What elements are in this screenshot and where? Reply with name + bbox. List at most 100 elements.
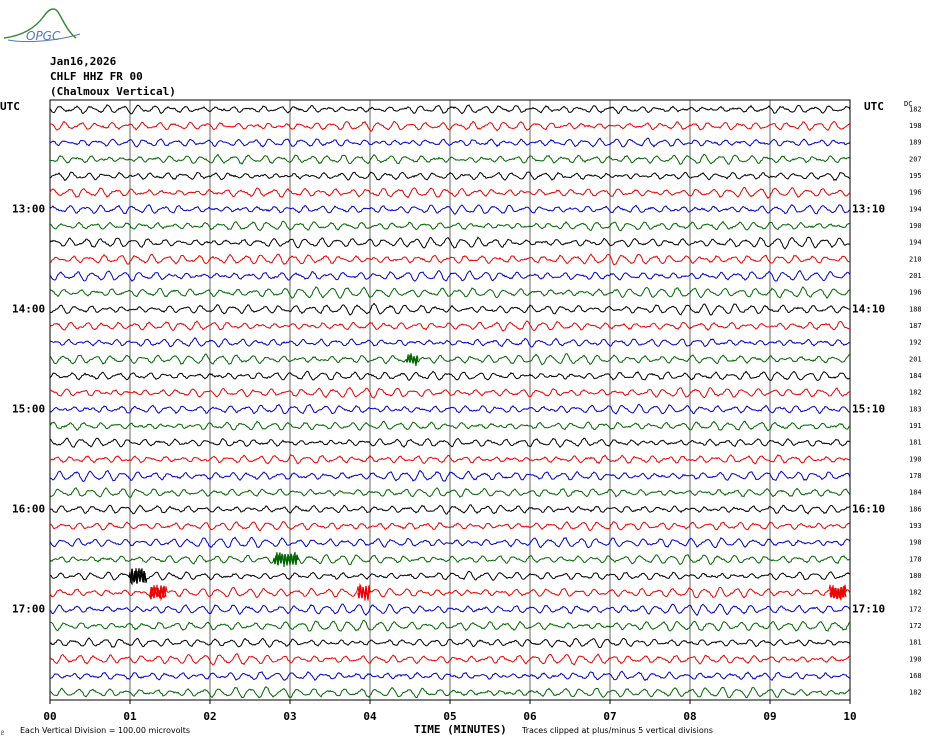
trace-row-19 <box>49 420 851 432</box>
opgc-logo: OPGC <box>3 8 81 43</box>
right-hour-label: 13:10 <box>852 202 885 215</box>
seismic-event-28-0 <box>129 568 147 584</box>
right-hour-label: 16:10 <box>852 502 885 515</box>
trace-row-30 <box>49 603 851 617</box>
trace-row-15 <box>49 353 851 367</box>
trace-row-1 <box>49 120 851 132</box>
dc-offset-label: 210 <box>909 255 922 263</box>
trace-row-7 <box>49 220 851 232</box>
chart-location: (Chalmoux Vertical) <box>50 85 176 98</box>
right-hour-labels: 13:10 14:10 15:10 16:10 17:10 <box>852 202 885 615</box>
seismic-event-15-0 <box>405 354 419 364</box>
dc-offset-label: 201 <box>909 272 922 280</box>
dc-offset-label: 194 <box>909 239 922 247</box>
trace-row-3 <box>49 153 851 165</box>
vertical-scale-note: Each Vertical Division = 100.00 microvol… <box>20 726 190 735</box>
dc-offset-label: 196 <box>909 189 922 197</box>
trace-row-2 <box>49 137 851 148</box>
trace-row-23 <box>49 487 851 499</box>
dc-offset-label: 191 <box>909 422 922 430</box>
trace-row-34 <box>49 670 851 682</box>
x-axis-label: TIME (MINUTES) <box>414 723 507 736</box>
trace-row-24 <box>49 504 851 515</box>
trace-row-12 <box>49 302 850 316</box>
trace-row-11 <box>49 286 851 300</box>
trace-row-22 <box>49 469 851 483</box>
dc-offset-label: 182 <box>909 105 922 113</box>
dc-offset-label: 186 <box>909 505 922 513</box>
x-tick-label: 06 <box>523 710 537 723</box>
dc-offset-label: 193 <box>909 522 922 530</box>
dc-offset-label: 172 <box>909 622 922 630</box>
trace-row-18 <box>49 403 851 415</box>
trace-row-26 <box>49 536 851 549</box>
dc-offset-label: 198 <box>909 122 922 130</box>
dc-column-label: DC <box>904 100 912 108</box>
logo-text: OPGC <box>26 29 61 43</box>
clip-note: Traces clipped at plus/minus 5 vertical … <box>521 726 713 735</box>
trace-row-35 <box>49 686 851 699</box>
dc-offset-label: 194 <box>909 205 922 213</box>
dc-offset-label: 195 <box>909 172 922 180</box>
x-tick-label: 03 <box>283 710 296 723</box>
trace-row-21 <box>49 454 851 465</box>
trace-row-13 <box>49 320 851 332</box>
chart-station: CHLF HHZ FR 00 <box>50 70 143 83</box>
dc-offset-label: 190 <box>909 222 922 230</box>
trace-row-33 <box>49 653 851 666</box>
trace-row-14 <box>49 336 851 348</box>
trace-row-16 <box>49 370 851 382</box>
dc-offset-label: 178 <box>909 555 922 563</box>
trace-row-0 <box>49 104 851 115</box>
dc-offset-label: 184 <box>909 372 922 380</box>
trace-row-20 <box>49 437 851 448</box>
dc-offset-label: 181 <box>909 439 922 447</box>
seismic-event-27-0 <box>273 553 299 566</box>
x-tick-label: 00 <box>43 710 56 723</box>
x-tick-label: 01 <box>123 710 137 723</box>
dc-offset-label: 198 <box>909 539 922 547</box>
x-tick-label: 05 <box>443 710 456 723</box>
dc-offset-label: 168 <box>909 672 922 680</box>
logo-mountain-icon <box>3 8 77 39</box>
dc-offset-label: 182 <box>909 589 922 597</box>
trace-row-9 <box>49 253 851 266</box>
x-tick-label: 04 <box>363 710 377 723</box>
trace-row-25 <box>49 520 851 532</box>
right-timezone-label: UTC <box>864 100 884 113</box>
trace-row-6 <box>49 204 851 215</box>
trace-row-29 <box>49 582 851 602</box>
trace-row-4 <box>49 171 851 182</box>
left-hour-label: 13:00 <box>12 202 45 215</box>
trace-row-27 <box>49 551 851 568</box>
x-tick-label: 02 <box>203 710 216 723</box>
dc-offset-label: 201 <box>909 355 922 363</box>
left-hour-label: 14:00 <box>12 302 45 315</box>
dc-offset-label: 184 <box>909 489 922 497</box>
dc-offset-label: 187 <box>909 322 922 330</box>
trace-row-17 <box>49 386 851 399</box>
trace-row-32 <box>49 637 851 649</box>
dc-offset-label: 189 <box>909 139 922 147</box>
right-hour-label: 14:10 <box>852 302 885 315</box>
left-hour-label: 16:00 <box>12 502 45 515</box>
trace-row-8 <box>49 236 851 250</box>
dc-offset-label: 190 <box>909 455 922 463</box>
seismic-event-29-1 <box>357 585 371 600</box>
x-tick-label: 09 <box>763 710 776 723</box>
right-hour-label: 17:10 <box>852 602 885 615</box>
dc-offset-label: 172 <box>909 605 922 613</box>
dc-offset-label: 181 <box>909 639 922 647</box>
chart-date: Jan16,2026 <box>50 55 117 68</box>
dc-offset-label: 207 <box>909 155 922 163</box>
left-hour-label: 17:00 <box>12 602 45 615</box>
dc-offset-label: 182 <box>909 689 922 697</box>
x-tick-label: 07 <box>603 710 616 723</box>
seismic-traces <box>49 104 851 699</box>
dc-offset-label: 178 <box>909 472 922 480</box>
x-tick-label: 08 <box>683 710 696 723</box>
trace-row-31 <box>49 619 851 632</box>
dc-offset-label: 188 <box>909 305 922 313</box>
corner-mark: ♇ <box>0 730 5 737</box>
